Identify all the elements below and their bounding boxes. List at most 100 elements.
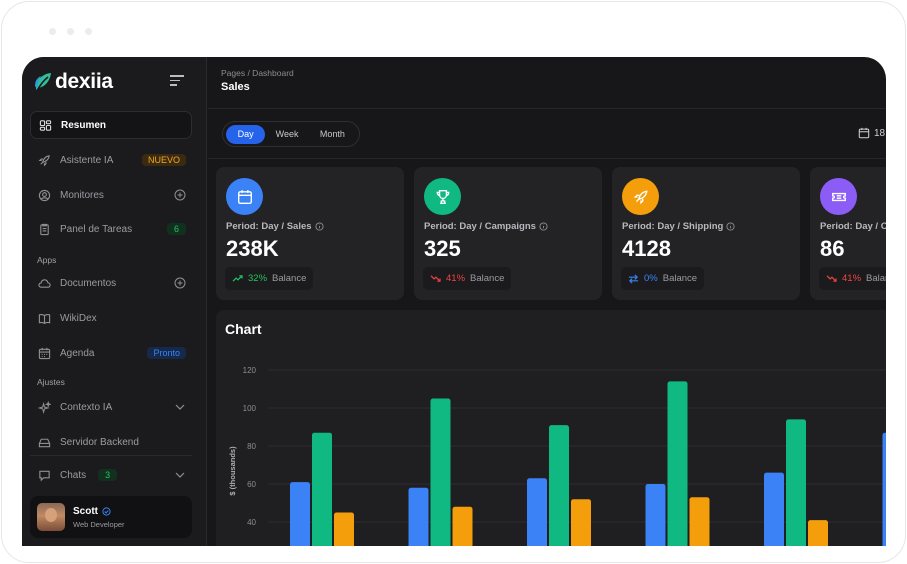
stat-change-label: Balance xyxy=(662,273,698,284)
layout-icon xyxy=(39,119,52,132)
stat-period: Period: Day / Shipping xyxy=(622,221,724,232)
avatar xyxy=(37,503,65,531)
user-circle-icon xyxy=(38,189,51,202)
stat-change-label: Balance xyxy=(470,273,505,284)
info-icon[interactable] xyxy=(726,222,735,231)
brand-name: dexiia xyxy=(55,70,113,93)
chart-card: Chart 120 100 80 60 40 $ (thousands) xyxy=(216,310,886,546)
stat-change: 41% Balance xyxy=(819,267,886,290)
sidebar-item-label: Asistente IA xyxy=(60,154,114,166)
chart-bar xyxy=(408,487,429,546)
sidebar-item-label: Contexto IA xyxy=(60,401,113,413)
rocket-icon xyxy=(38,154,51,167)
sidebar-item-chats[interactable]: Chats 3 xyxy=(30,461,192,489)
stat-change-label: Balance xyxy=(866,273,886,284)
stat-value: 238K xyxy=(226,236,279,261)
stat-card-campaigns[interactable]: Period: Day / Campaigns 325 41% Balance xyxy=(414,167,602,300)
section-label-apps: Apps xyxy=(37,255,57,265)
y-tick-label: 60 xyxy=(247,480,256,489)
calendar-icon xyxy=(858,127,870,139)
sidebar-item-servidor-backend[interactable]: Servidor Backend xyxy=(30,428,192,456)
chart-bar xyxy=(764,472,784,546)
chevron-down-icon[interactable] xyxy=(174,469,186,481)
calendar-icon xyxy=(38,347,51,360)
brand-logo[interactable]: dexiia xyxy=(33,70,113,94)
sidebar-item-documentos[interactable]: Documentos xyxy=(30,269,192,297)
sidebar-item-asistente-ia[interactable]: Asistente IA NUEVO xyxy=(30,146,192,174)
chart-bar xyxy=(667,381,688,546)
sidebar-item-label: Chats xyxy=(60,469,87,481)
tab-week[interactable]: Week xyxy=(275,129,299,139)
stat-value: 325 xyxy=(424,236,461,261)
chart-bar xyxy=(549,425,569,546)
chart-bar xyxy=(452,506,473,546)
stat-change-value: 32% xyxy=(248,273,268,284)
swap-icon xyxy=(628,273,639,284)
rocket-icon xyxy=(622,178,659,215)
stat-value: 86 xyxy=(820,236,845,261)
sidebar-item-label: Monitores xyxy=(60,189,104,201)
stat-change: 41% Balance xyxy=(423,267,512,290)
tab-month[interactable]: Month xyxy=(319,129,345,139)
ticket-icon xyxy=(820,178,857,215)
app-screen: dexiia Resumen Asistente IA NUEVO Monito… xyxy=(22,57,886,546)
date-value: 18 xyxy=(874,127,886,139)
sidebar-item-label: Resumen xyxy=(61,119,107,131)
window-dots xyxy=(49,28,92,35)
chart-bar xyxy=(527,478,547,546)
verified-icon xyxy=(102,506,111,516)
tab-day[interactable]: Day xyxy=(226,124,266,144)
info-icon[interactable] xyxy=(539,222,548,231)
sidebar-item-label: Agenda xyxy=(60,347,95,359)
sidebar-item-resumen[interactable]: Resumen xyxy=(30,111,192,139)
leaf-logo-icon xyxy=(35,73,51,92)
stat-change-value: 0% xyxy=(644,273,658,284)
date-picker[interactable]: 18 xyxy=(858,127,885,139)
stat-change: 32% Balance xyxy=(225,267,314,290)
chart-bar xyxy=(882,432,886,546)
y-tick-label: 120 xyxy=(243,366,257,375)
sidebar-item-agenda[interactable]: Agenda Pronto xyxy=(30,339,192,367)
plus-circle-icon[interactable] xyxy=(174,277,186,289)
sidebar-item-contexto-ia[interactable]: Contexto IA xyxy=(30,393,192,421)
stat-change-value: 41% xyxy=(446,273,466,284)
stat-card-fourth[interactable]: Period: Day / C 86 41% Balance xyxy=(810,167,886,300)
trend-down-icon xyxy=(430,275,441,282)
stat-card-shipping[interactable]: Period: Day / Shipping 4128 0% Balance xyxy=(612,167,800,300)
trophy-icon xyxy=(424,178,461,215)
info-icon[interactable] xyxy=(314,222,324,231)
chart-title: Chart xyxy=(225,321,262,337)
tasks-icon xyxy=(38,223,51,236)
chart-bar xyxy=(571,499,591,546)
page-title: Sales xyxy=(221,81,250,93)
sidebar-item-wikidex[interactable]: WikiDex xyxy=(30,304,192,332)
section-label-ajustes: Ajustes xyxy=(37,377,65,387)
sparkles-icon xyxy=(38,400,51,414)
toolbar-divider xyxy=(208,158,886,159)
stat-change: 0% Balance xyxy=(621,267,705,290)
period-toggle: Day Week Month xyxy=(222,121,360,147)
sidebar-divider xyxy=(30,455,192,456)
sidebar-item-label: Documentos xyxy=(60,277,117,289)
chart-bar xyxy=(689,497,710,546)
stat-period: Period: Day / Sales xyxy=(226,221,312,232)
sidebar-item-monitores[interactable]: Monitores xyxy=(30,181,192,209)
count-badge: 3 xyxy=(98,469,118,481)
user-card[interactable]: Scott Web Developer xyxy=(30,496,192,538)
y-axis-label: $ (thousands) xyxy=(228,446,237,496)
sidebar: dexiia Resumen Asistente IA NUEVO Monito… xyxy=(22,57,207,546)
server-icon xyxy=(38,436,51,449)
breadcrumb: Pages / Dashboard xyxy=(221,68,294,78)
sidebar-item-panel-de-tareas[interactable]: Panel de Tareas 6 xyxy=(30,215,192,243)
chart-bar xyxy=(430,398,451,546)
plus-circle-icon[interactable] xyxy=(174,189,186,201)
menu-toggle-icon[interactable] xyxy=(170,75,184,87)
cloud-icon xyxy=(38,277,51,290)
chart-bar xyxy=(808,520,828,546)
sidebar-item-label: Servidor Backend xyxy=(60,436,139,448)
chevron-down-icon[interactable] xyxy=(174,401,186,413)
bar-chart: 120 100 80 60 40 $ (thousands) xyxy=(228,366,886,546)
stat-card-sales[interactable]: Period: Day / Sales 238K 32% Balance xyxy=(216,167,404,300)
sidebar-item-label: WikiDex xyxy=(60,312,97,324)
header-divider xyxy=(208,108,886,109)
